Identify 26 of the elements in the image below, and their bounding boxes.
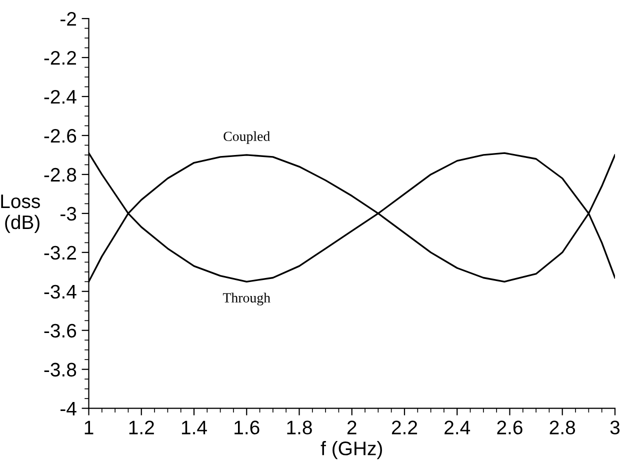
series-label: Through bbox=[222, 292, 270, 306]
x-axis-title: f (GHz) bbox=[320, 441, 382, 460]
y-tick-label: -2.2 bbox=[44, 51, 76, 65]
x-tick-label: 1.8 bbox=[287, 420, 312, 434]
x-tick-label: 1.6 bbox=[234, 420, 260, 434]
y-tick-label: -4 bbox=[60, 402, 76, 416]
series-label: Coupled bbox=[224, 131, 270, 144]
y-tick-label: -3 bbox=[60, 206, 76, 221]
x-tick-label: 2.8 bbox=[550, 420, 576, 434]
x-tick-label: 1.2 bbox=[129, 420, 154, 434]
y-tick-label: -3.4 bbox=[44, 284, 76, 299]
x-tick-label: 2 bbox=[347, 420, 356, 434]
y-tick-label: -2.4 bbox=[44, 90, 76, 104]
y-tick-label: -3.8 bbox=[44, 362, 76, 377]
x-tick-label: 1 bbox=[84, 420, 94, 434]
y-tick-label: -2 bbox=[60, 12, 76, 26]
y-axis-title: Loss (dB) bbox=[1, 194, 40, 233]
x-tick-label: 2.4 bbox=[444, 420, 470, 434]
y-tick-label: -2.8 bbox=[44, 168, 76, 182]
y-tick-label: -3.6 bbox=[44, 324, 76, 338]
x-tick-label: 2.6 bbox=[497, 420, 522, 434]
x-tick-label: 2.2 bbox=[392, 420, 418, 434]
y-tick-label: -2.6 bbox=[44, 128, 76, 143]
y-tick-label: -3.2 bbox=[44, 246, 76, 260]
x-tick-label: 1.4 bbox=[182, 420, 207, 434]
x-tick-label: 3 bbox=[610, 420, 620, 434]
